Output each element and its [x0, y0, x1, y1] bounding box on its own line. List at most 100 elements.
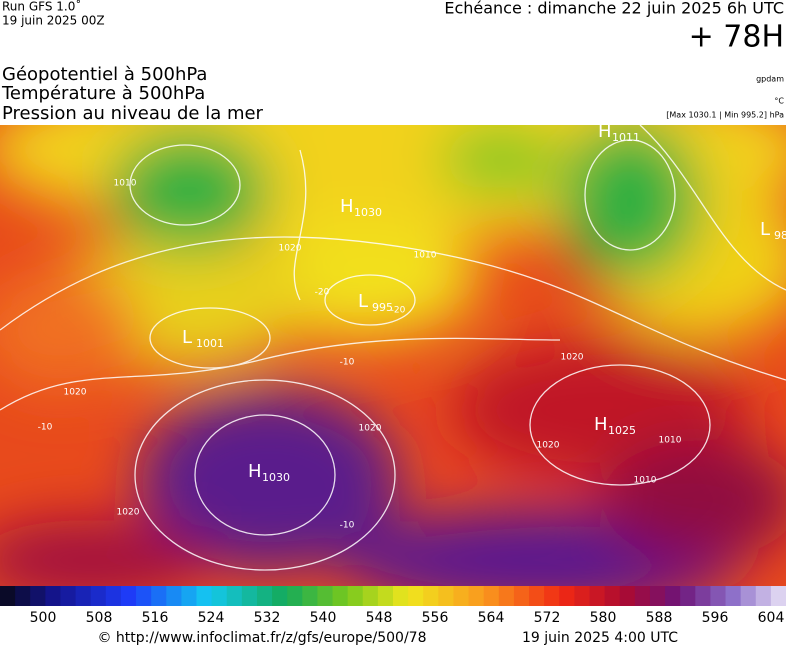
colorbar-label: 564 [478, 610, 505, 626]
colorbar-swatch [120, 586, 137, 606]
isobar-label: 1020 [359, 424, 382, 434]
colorbar-swatch [574, 586, 590, 606]
isobar-label: 1010 [414, 251, 437, 261]
colorbar-swatch [498, 586, 515, 606]
isobar-label: 1020 [561, 353, 584, 363]
colorbar-swatch [151, 586, 167, 606]
colorbar-label: 572 [534, 610, 561, 626]
colorbar-label: 500 [30, 610, 57, 626]
colorbar-swatch [30, 586, 46, 606]
colorbar-swatch [513, 586, 530, 606]
isobar-label: 1010 [634, 476, 657, 486]
unit: [Max 1030.1 | Min 995.2] hPa [666, 111, 784, 120]
forecast: Echéance : dimanche 22 juin 2025 6h UTC [444, 0, 784, 18]
colorbar-swatch [75, 586, 92, 606]
isobar-labels: 1010 1020 1010 -20 -20 -10 1020 1020 -10 1020 1020… [38, 179, 682, 531]
colorbar-swatch [710, 586, 727, 606]
pressure-type: H [598, 121, 612, 142]
colorbar-label: 588 [646, 610, 673, 626]
colorbar-swatch [770, 586, 786, 606]
pressure-value: 1030 [262, 471, 290, 484]
isobars [0, 125, 786, 571]
colorbar-swatch [241, 586, 258, 606]
pressure-value: 1011 [612, 131, 640, 144]
colorbar-swatch [377, 586, 394, 606]
colorbar-swatch [136, 586, 152, 606]
pressure-type: L [760, 219, 770, 240]
pressure-value: 1030 [354, 206, 382, 219]
colorbar-swatch [544, 586, 560, 606]
colorbar-swatch [196, 586, 213, 606]
source-url: © http://www.infoclimat.fr/z/gfs/europe/… [97, 630, 426, 646]
colorbar-swatch [302, 586, 318, 606]
pressure-value: 1025 [608, 424, 636, 437]
isobar-label: 1020 [537, 441, 560, 451]
pressure-value: 1001 [196, 337, 224, 350]
colorbar-swatch [649, 586, 666, 606]
pressure-type: H [340, 196, 354, 217]
colorbar-swatch [166, 586, 182, 606]
pressure-value: 98 [774, 229, 786, 242]
colorbar-label: 532 [254, 610, 281, 626]
lead-time: + 78H [689, 20, 784, 55]
colorbar-swatch [725, 586, 742, 606]
colorbar-label: 596 [702, 610, 729, 626]
colorbar-label: 580 [590, 610, 617, 626]
colorbar-label: 548 [366, 610, 393, 626]
colorbar-swatch [60, 586, 77, 606]
colorbar-swatch [332, 586, 349, 606]
isobar-label: 1020 [64, 388, 87, 398]
colorbar-swatch [15, 586, 31, 606]
colorbar-swatch [423, 586, 439, 606]
unit: gpdam [756, 75, 784, 84]
colorbar-swatch [0, 586, 16, 606]
pressure-value: 995 [372, 301, 393, 314]
colorbar-swatch [680, 586, 696, 606]
isobar-label: 1010 [114, 179, 137, 189]
isobar-label: 1020 [279, 244, 302, 254]
colorbar-swatch [438, 586, 454, 606]
pressure-type: H [594, 414, 608, 435]
isobar-label: -20 [391, 306, 406, 316]
colorbar-swatch [90, 586, 107, 606]
title: Température à 500hPa [1, 83, 205, 104]
isobar-label: -10 [340, 521, 355, 531]
colorbar-label: 604 [758, 610, 785, 626]
pressure-type: H [248, 461, 262, 482]
colorbar-swatch [559, 586, 575, 606]
colorbar-swatch [483, 586, 500, 606]
issue-date: 19 juin 2025 4:00 UTC [522, 630, 678, 646]
isobar-label: 1020 [117, 508, 140, 518]
colorbar-swatch [181, 586, 197, 606]
colorbar-swatch [604, 586, 621, 606]
colorbar-swatch [256, 586, 273, 606]
colorbar-swatch [105, 586, 122, 606]
colorbar-swatch [665, 586, 681, 606]
isobar-label: -20 [315, 288, 330, 298]
colorbar-swatch [45, 586, 61, 606]
title: Géopotentiel à 500hPa [2, 64, 207, 85]
colorbar-swatch [740, 586, 757, 606]
colorbar-label: 540 [310, 610, 337, 626]
colorbar-label: 516 [142, 610, 169, 626]
colorbar-swatch [695, 586, 711, 606]
pressure-type: L [358, 291, 368, 312]
colorbar-label: 508 [86, 610, 113, 626]
colorbar-swatch [468, 586, 485, 606]
title: Pression au niveau de la mer [2, 103, 264, 124]
colorbar-swatch [362, 586, 379, 606]
colorbar-swatch [226, 586, 243, 606]
colorbar-swatch [453, 586, 470, 606]
run: Run GFS 1.0˚ [2, 0, 81, 14]
isobar-label: 1010 [659, 436, 682, 446]
colorbar-swatch [529, 586, 545, 606]
colorbar-swatch [589, 586, 606, 606]
unit: °C [774, 97, 784, 106]
colorbar-swatch [393, 586, 409, 606]
colorbar-swatch [634, 586, 651, 606]
colorbar-swatch [317, 586, 334, 606]
map [0, 125, 786, 586]
colorbar-swatch [287, 586, 303, 606]
